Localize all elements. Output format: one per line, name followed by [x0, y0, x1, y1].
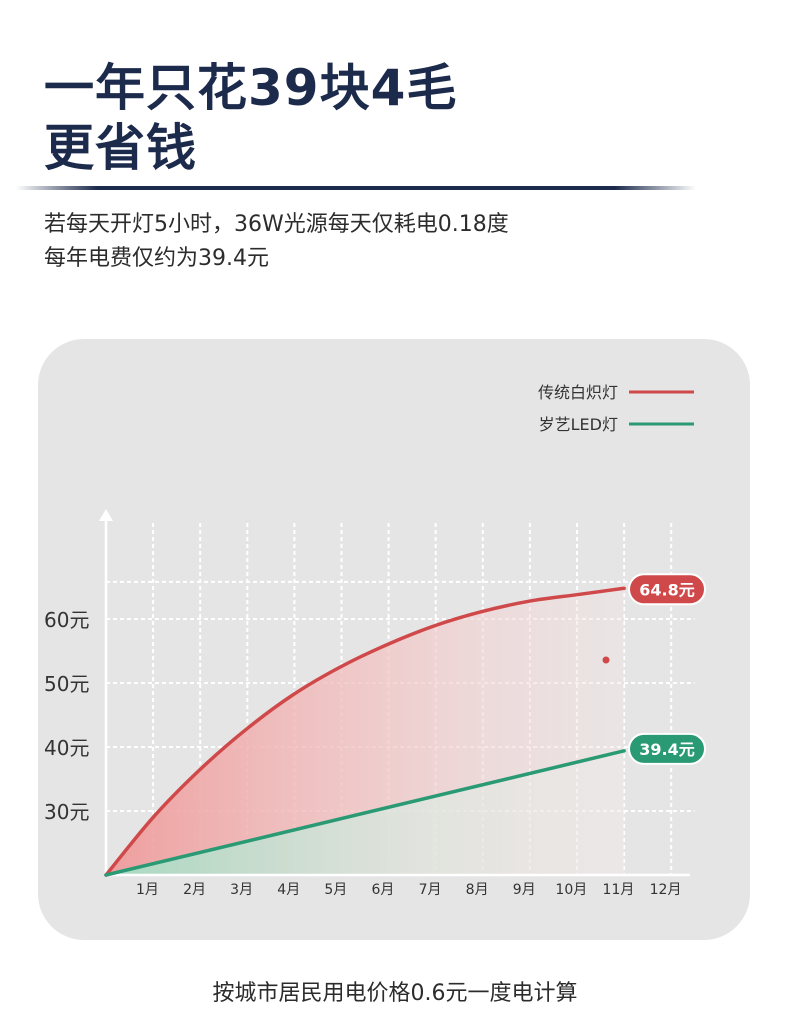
x-tick-label: 2月: [183, 882, 206, 898]
end-label-pill: [628, 573, 706, 606]
headline: 一年只花39块4毛 更省钱: [44, 58, 457, 178]
led-area: [106, 750, 625, 875]
description: 若每天开灯5小时，36W光源每天仅耗电0.18度 每年电费仅约为39.4元: [44, 208, 509, 276]
end-label-pill: [628, 732, 706, 765]
x-tick-label: 5月: [324, 882, 347, 898]
title-divider: [16, 186, 696, 190]
x-tick-label: 3月: [230, 882, 253, 898]
headline-line-2: 更省钱: [44, 119, 197, 177]
series-lines: [104, 586, 626, 877]
y-axis-arrow: [99, 509, 113, 521]
line-chart: 60元 50元 40元 30元 1月 2月 3月 4月 5月 6月 7月 8月 9月 10月 11月 12月…: [44, 383, 706, 898]
axes: [99, 509, 691, 877]
headline-line-1: 一年只花39块4毛: [44, 59, 458, 117]
x-tick-label: 11月: [603, 882, 635, 898]
end-labels: 64.8元 39.4元: [628, 573, 706, 765]
x-tick-label: 4月: [277, 882, 300, 898]
decorative-dot: [602, 656, 610, 664]
x-tick-label: 7月: [419, 882, 442, 898]
led-line: [104, 749, 626, 877]
y-tick-label: 40元: [44, 736, 89, 760]
y-tick-label: 30元: [44, 800, 89, 824]
x-tick-labels: 1月 2月 3月 4月 5月 6月 7月 8月 9月 10月 11月 12月: [136, 882, 681, 898]
x-tick-label: 8月: [466, 882, 489, 898]
y-tick-label: 60元: [44, 608, 89, 632]
x-tick-label: 1月: [136, 882, 159, 898]
incandescent-line: [104, 586, 626, 877]
x-tick-label: 9月: [513, 882, 536, 898]
x-tick-label: 10月: [555, 882, 587, 898]
x-tick-label: 12月: [650, 882, 682, 898]
chart-panel: 60元 50元 40元 30元 1月 2月 3月 4月 5月 6月 7月 8月 9月 10月 11月 12月…: [38, 339, 750, 940]
y-tick-label: 50元: [44, 672, 89, 696]
area-fills: [106, 588, 625, 875]
end-label-text: 64.8元: [639, 580, 694, 599]
y-tick-labels: 60元 50元 40元 30元: [44, 608, 89, 824]
legend-label: 传统白炽灯: [538, 383, 618, 402]
legend-label: 岁艺LED灯: [539, 415, 618, 434]
x-tick-label: 6月: [371, 882, 394, 898]
footnote: 按城市居民用电价格0.6元一度电计算: [212, 981, 578, 1006]
end-label-text: 39.4元: [639, 740, 694, 759]
description-line-1: 若每天开灯5小时，36W光源每天仅耗电0.18度: [44, 212, 509, 237]
description-line-2: 每年电费仅约为39.4元: [44, 246, 269, 271]
